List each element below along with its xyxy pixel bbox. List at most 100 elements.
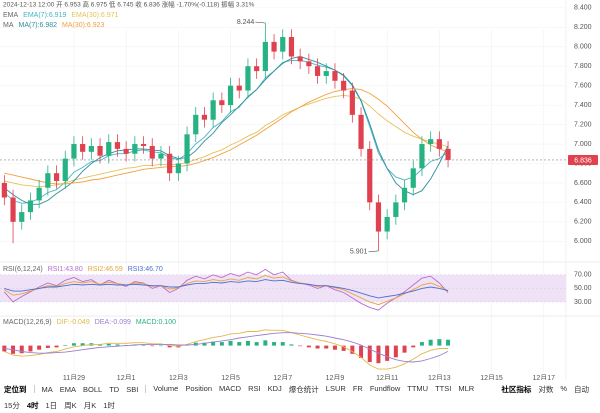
candle-body	[114, 142, 121, 149]
x-tick-label: 12月13	[428, 374, 451, 380]
candle-body	[254, 66, 260, 72]
chart-option[interactable]: 自动	[574, 384, 589, 394]
sub-indicator[interactable]: Volume	[153, 383, 179, 393]
indicator-toolbar: 定位到 MA EMA BOLL TD SBI Volume Position MACD RSI…	[4, 383, 596, 395]
main-indicator[interactable]: TD	[109, 384, 120, 394]
sub-indicator[interactable]: MACD	[219, 383, 242, 393]
legend-group: MA	[3, 22, 14, 29]
main-indicator[interactable]: SBI	[126, 384, 139, 394]
candle-body	[306, 61, 312, 67]
macd-bar	[419, 342, 424, 346]
main-indicator[interactable]: EMA	[59, 384, 77, 394]
x-tick-label: 12月7	[273, 374, 292, 380]
macd-bar	[98, 344, 103, 346]
macd-bar	[280, 342, 285, 346]
x-tick-label: 12月5	[221, 374, 240, 380]
y-tick-label: 50.00	[574, 285, 592, 292]
candle-body	[201, 114, 208, 120]
legend-entry: RSI1:43.80	[48, 266, 83, 273]
candle-body	[53, 173, 60, 181]
candle-body	[175, 163, 181, 174]
macd-bar	[324, 345, 329, 349]
interval-bar: 15分 4时 1日 周K 月K 1时	[4, 399, 596, 411]
candle-body	[27, 200, 34, 213]
ma-line	[4, 94, 449, 188]
indicator-legend: EMA EMA(7):6.919 EMA(30):6.971	[3, 12, 119, 19]
legend-entry: EMA(7):6.919	[23, 12, 66, 19]
macd-bar	[437, 339, 442, 346]
chart-option[interactable]: %	[560, 383, 567, 393]
sub-indicator[interactable]: TTSI	[435, 383, 452, 393]
legend-entry: MACD:0.100	[136, 319, 176, 326]
sub-indicator[interactable]: Fundflow	[369, 383, 401, 393]
macd-bar	[167, 345, 172, 348]
candle-body	[245, 66, 251, 91]
macd-bar	[393, 345, 398, 358]
candle-body	[106, 142, 112, 156]
separator	[145, 385, 147, 393]
candle-body	[193, 114, 199, 135]
candle-body	[167, 153, 173, 174]
macd-bar	[341, 345, 346, 351]
indicator-legend: MACD(12,26,9) DIF:-0.049 DEA:-0.099 MACD:0.…	[3, 319, 176, 326]
macd-bar	[359, 345, 364, 358]
macd-bar	[298, 345, 303, 347]
candle-body	[236, 85, 242, 91]
candle-body	[375, 202, 382, 232]
candle-body	[297, 56, 303, 62]
y-tick-label: 8.000	[574, 44, 592, 51]
candle-body	[332, 71, 338, 81]
candle-body	[288, 37, 295, 57]
rsi-line	[4, 279, 449, 299]
y-tick-label: 7.800	[574, 63, 592, 70]
peak-label: 8.244	[237, 19, 255, 26]
main-indicator[interactable]: MA	[41, 384, 53, 394]
macd-bar	[376, 345, 381, 364]
ma-line	[4, 88, 449, 185]
legend-entry: RSI3:46.70	[128, 266, 163, 273]
sub-indicator[interactable]: RSI	[248, 383, 261, 393]
main-indicator[interactable]: BOLL	[83, 384, 103, 394]
y-tick-label: 70.00	[574, 272, 592, 279]
ohlc-header: 2024-12-13 12:00 开 6.953 高 6.975 低 6.745…	[3, 0, 255, 9]
sub-indicator[interactable]: 爆仓统计	[288, 384, 319, 394]
macd-bar	[19, 345, 24, 354]
chart-option[interactable]: 社区指标	[501, 384, 532, 394]
y-tick-label: 6.000	[574, 238, 592, 245]
macd-bar	[45, 345, 50, 348]
candle-body	[210, 100, 216, 120]
interval-button[interactable]: 1日	[45, 400, 58, 410]
candle-body	[367, 148, 373, 203]
interval-button[interactable]: 月K	[83, 400, 97, 410]
chart-option[interactable]: 对数	[538, 384, 554, 394]
locate-button[interactable]: 定位到	[4, 384, 27, 394]
sub-indicator[interactable]: KDJ	[267, 383, 282, 393]
candle-body	[97, 145, 103, 156]
sub-indicator[interactable]: Position	[185, 383, 213, 393]
x-tick-label: 12月17	[532, 374, 555, 380]
candle-body	[419, 144, 425, 169]
sub-indicator[interactable]: MLR	[458, 383, 475, 393]
macd-bar	[141, 345, 146, 346]
candle-body	[349, 90, 355, 115]
y-tick-label: 7.600	[574, 83, 592, 90]
interval-button[interactable]: 15分	[4, 400, 20, 410]
candle-body	[314, 66, 321, 76]
candle-body	[358, 114, 364, 149]
candle-body	[62, 158, 68, 181]
candle-body	[323, 71, 329, 76]
y-tick-label: 6.600	[574, 180, 592, 187]
candle-body	[271, 41, 277, 52]
macd-bar	[315, 345, 320, 349]
interval-button[interactable]: 周K	[64, 400, 77, 410]
candle-body	[88, 145, 94, 152]
interval-button[interactable]: 4时	[26, 400, 39, 410]
sub-indicator[interactable]: LSUR	[325, 383, 346, 393]
sub-indicator[interactable]: FR	[352, 383, 363, 393]
candle-body	[384, 216, 390, 232]
legend-group: EMA	[3, 12, 19, 19]
interval-button[interactable]: 1时	[103, 400, 115, 410]
sub-indicator[interactable]: TTMU	[407, 383, 429, 393]
macd-bar	[446, 339, 451, 346]
last-price-label: 6.836	[574, 157, 592, 164]
